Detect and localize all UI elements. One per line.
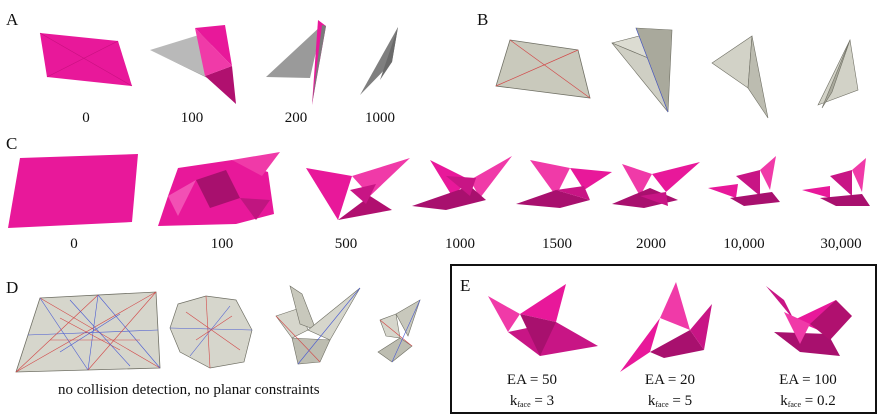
panel-a-step-0: 0 [82,110,90,126]
panel-d-frame-0 [15,291,161,373]
panel-c-step-3: 1000 [445,236,475,252]
panel-c-frame-10000 [708,156,780,206]
panel-c-frame-500 [306,158,410,220]
panel-a-frame-100 [150,25,236,104]
kface-sub-1: face [517,400,531,409]
kface-sub-3: face [787,400,802,409]
panel-c-frame-30000 [802,158,870,206]
panel-a-step-1: 100 [180,110,204,126]
panel-e-param-3: EA = 100 kface = 0.2 [748,370,868,415]
panel-e-param-1: EA = 50 kface = 3 [472,370,592,415]
panel-e-kface-1: kface = 3 [472,391,592,415]
panel-d-caption: no collision detection, no planar constr… [58,382,320,398]
panel-e-frame [450,264,877,414]
kface-value-2: = 5 [668,393,693,409]
panel-e-crane-3 [766,286,852,356]
panel-b-frame-1000 [817,39,859,109]
panel-e-crane-2 [620,282,712,372]
panel-a-frame-1000 [360,27,398,95]
panel-c-step-1: 100 [210,236,234,252]
panel-e-kface-2: kface = 5 [610,391,730,415]
panel-c-step-2: 500 [334,236,358,252]
panel-a-label: A [6,10,19,29]
panel-c-frame-100 [158,152,280,226]
panel-e-kface-3: kface = 0.2 [748,391,868,415]
panel-a-frame-200 [266,20,326,105]
panel-b-frame-100 [611,27,673,113]
panel-c-step-6: 10,000 [723,236,765,252]
panel-c-step-0: 0 [70,236,78,252]
panel-c-step-5: 2000 [636,236,666,252]
kface-value-1: = 3 [530,393,555,409]
kface-sub-2: face [655,400,669,409]
kface-k-1: k [509,393,518,409]
kface-k-3: k [780,393,788,409]
panel-c-step-7: 30,000 [820,236,862,252]
panel-b-frame-200 [711,35,769,119]
panel-d-frame-2 [275,285,361,365]
panel-e-crane-1 [488,284,598,356]
panel-d-frame-3 [377,299,421,363]
kface-value-3: = 0.2 [801,393,836,409]
panel-c-frame-1000 [412,156,512,210]
panel-a-frame-0 [39,32,133,87]
panel-c-frame-1500 [516,160,612,208]
panel-b-label: B [477,10,489,29]
panel-a-step-2: 200 [284,110,308,126]
panel-e-ea-1: EA = 50 [506,372,558,388]
panel-c-label: C [6,134,18,153]
panel-b-frame-0 [495,39,591,99]
panel-e-param-2: EA = 20 kface = 5 [610,370,730,415]
panel-e-ea-2: EA = 20 [644,372,696,388]
panel-d-frame-1 [169,295,253,369]
panel-c-frame-0 [8,154,138,228]
panel-e-ea-3: EA = 100 [779,372,837,388]
panel-c-frame-2000 [612,162,700,208]
panel-d-label: D [6,278,19,297]
panel-c-step-4: 1500 [542,236,572,252]
kface-k-2: k [647,393,656,409]
panel-a-step-3: 1000 [365,110,395,126]
panel-e-label: E [460,276,471,295]
